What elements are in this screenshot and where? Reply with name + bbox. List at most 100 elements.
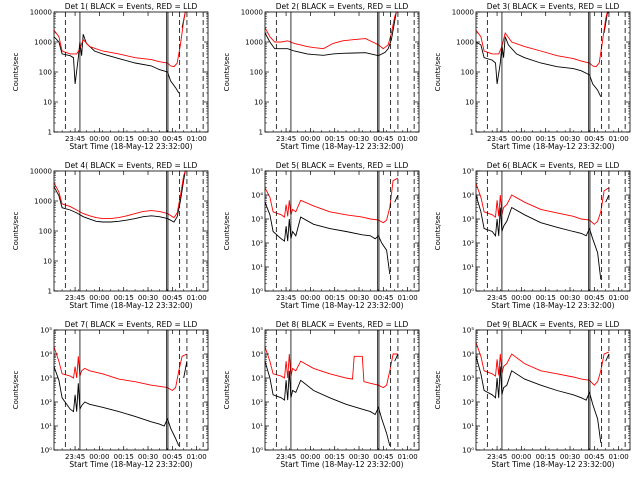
y-tick-label: 10⁴ bbox=[251, 351, 263, 359]
y-tick-label: 10² bbox=[251, 240, 263, 248]
x-tick-label: 00:30 bbox=[349, 135, 369, 143]
x-tick-label: 01:00 bbox=[187, 453, 207, 461]
x-tick-label: 00:30 bbox=[560, 135, 580, 143]
x-tick-label: 00:00 bbox=[89, 453, 109, 461]
y-axis-label: Counts/sec bbox=[434, 53, 442, 92]
chart-panel: Det 4( BLACK = Events, RED = LLD 1 10 100 10… bbox=[12, 161, 209, 310]
x-tick-label: 23:45 bbox=[276, 294, 296, 302]
y-tick-label: 10000 bbox=[30, 9, 52, 17]
plot-frame bbox=[53, 11, 209, 133]
y-tick-label: 10⁴ bbox=[462, 351, 474, 359]
y-tick-label: 1000 bbox=[456, 39, 474, 47]
y-tick-label: 10¹ bbox=[462, 423, 474, 431]
x-tick-label: 00:00 bbox=[511, 294, 531, 302]
x-tick-label: 00:00 bbox=[511, 453, 531, 461]
plot-frame bbox=[264, 11, 420, 133]
x-tick-label: 01:00 bbox=[187, 135, 207, 143]
x-tick-label: 00:45 bbox=[584, 294, 604, 302]
x-tick-label: 23:45 bbox=[487, 294, 507, 302]
x-tick-label: 00:00 bbox=[511, 135, 531, 143]
x-tick-label: 00:45 bbox=[584, 135, 604, 143]
y-axis-label: Counts/sec bbox=[223, 53, 231, 92]
x-tick-label: 00:45 bbox=[162, 135, 182, 143]
chart-title: Det 1( BLACK = Events, RED = LLD bbox=[65, 2, 198, 11]
x-tick-label: 23:45 bbox=[65, 294, 85, 302]
plot-frame bbox=[53, 170, 209, 292]
x-tick-label: 01:00 bbox=[398, 294, 418, 302]
y-tick-label: 1 bbox=[470, 129, 474, 137]
series-line-lld bbox=[53, 170, 187, 220]
chart-panel: Det 2( BLACK = Events, RED = LLD 1 10 100 10… bbox=[223, 2, 420, 151]
series-line-lld bbox=[53, 346, 188, 392]
y-tick-label: 10³ bbox=[40, 375, 52, 383]
y-tick-label: 10⁰ bbox=[251, 288, 263, 296]
y-tick-label: 10² bbox=[251, 399, 263, 407]
y-tick-label: 10 bbox=[43, 258, 52, 266]
y-tick-label: 10⁵ bbox=[462, 168, 474, 176]
x-tick-label: 00:15 bbox=[325, 294, 345, 302]
chart-title: Det 8( BLACK = Events, RED = LLD bbox=[276, 320, 409, 329]
y-axis-label: Counts/sec bbox=[223, 371, 231, 410]
x-tick-label: 00:30 bbox=[349, 294, 369, 302]
y-axis-label: Counts/sec bbox=[12, 212, 20, 251]
x-tick-label: 00:15 bbox=[536, 135, 556, 143]
y-tick-label: 100 bbox=[39, 228, 52, 236]
x-axis-label: Start Time (18-May-12 23:32:00) bbox=[280, 460, 403, 469]
x-axis-label: Start Time (18-May-12 23:32:00) bbox=[280, 301, 403, 310]
x-tick-label: 00:15 bbox=[114, 135, 134, 143]
chart-panel: Det 3( BLACK = Events, RED = LLD 1 10 100 10… bbox=[434, 2, 631, 151]
y-tick-label: 1 bbox=[48, 288, 52, 296]
series-line-events bbox=[264, 11, 398, 57]
chart-panel: Det 9( BLACK = Events, RED = LLD 10⁰ 10¹ 10… bbox=[434, 320, 631, 469]
x-axis-label: Start Time (18-May-12 23:32:00) bbox=[69, 460, 192, 469]
series-line-lld bbox=[53, 11, 187, 68]
x-tick-label: 23:45 bbox=[276, 453, 296, 461]
y-tick-label: 10² bbox=[40, 399, 52, 407]
x-tick-label: 01:00 bbox=[398, 135, 418, 143]
x-tick-label: 01:00 bbox=[609, 453, 629, 461]
y-tick-label: 10¹ bbox=[251, 423, 263, 431]
x-tick-label: 23:45 bbox=[276, 135, 296, 143]
series-line-events bbox=[475, 353, 610, 443]
y-tick-label: 100 bbox=[39, 69, 52, 77]
plot-frame bbox=[475, 170, 631, 292]
y-tick-label: 100 bbox=[250, 69, 263, 77]
y-tick-label: 10² bbox=[462, 399, 474, 407]
x-axis-label: Start Time (18-May-12 23:32:00) bbox=[280, 142, 403, 151]
chart-title: Det 7( BLACK = Events, RED = LLD bbox=[65, 320, 198, 329]
series-line-lld bbox=[264, 346, 398, 389]
series-line-events bbox=[264, 194, 399, 275]
x-tick-label: 00:00 bbox=[89, 294, 109, 302]
chart-title: Det 5( BLACK = Events, RED = LLD bbox=[276, 161, 409, 170]
y-tick-label: 10 bbox=[254, 99, 263, 107]
y-axis-label: Counts/sec bbox=[434, 371, 442, 410]
y-tick-label: 10 bbox=[43, 99, 52, 107]
series-line-lld bbox=[475, 342, 610, 386]
x-tick-label: 00:15 bbox=[325, 135, 345, 143]
series-line-lld bbox=[475, 183, 610, 225]
y-axis-label: Counts/sec bbox=[12, 53, 20, 92]
y-tick-label: 10⁴ bbox=[462, 192, 474, 200]
x-tick-label: 00:30 bbox=[138, 294, 158, 302]
y-tick-label: 10⁴ bbox=[251, 192, 263, 200]
chart-title: Det 4( BLACK = Events, RED = LLD bbox=[65, 161, 198, 170]
y-axis-label: Counts/sec bbox=[12, 371, 20, 410]
series-line-events bbox=[264, 353, 399, 446]
x-tick-label: 00:45 bbox=[373, 294, 393, 302]
x-tick-label: 00:00 bbox=[300, 294, 320, 302]
y-tick-label: 10⁴ bbox=[40, 351, 52, 359]
series-line-events bbox=[53, 170, 187, 223]
chart-panel: Det 1( BLACK = Events, RED = LLD 1 10 100 10… bbox=[12, 2, 209, 151]
x-tick-label: 23:45 bbox=[65, 135, 85, 143]
x-tick-label: 00:45 bbox=[584, 453, 604, 461]
y-tick-label: 10⁵ bbox=[251, 327, 263, 335]
y-tick-label: 10³ bbox=[462, 216, 474, 224]
y-tick-label: 1 bbox=[48, 129, 52, 137]
x-axis-label: Start Time (18-May-12 23:32:00) bbox=[491, 142, 614, 151]
plot-frame bbox=[264, 170, 420, 292]
series-line-events bbox=[475, 194, 610, 280]
y-axis-label: Counts/sec bbox=[434, 212, 442, 251]
x-axis-label: Start Time (18-May-12 23:32:00) bbox=[69, 142, 192, 151]
y-axis-label: Counts/sec bbox=[223, 212, 231, 251]
